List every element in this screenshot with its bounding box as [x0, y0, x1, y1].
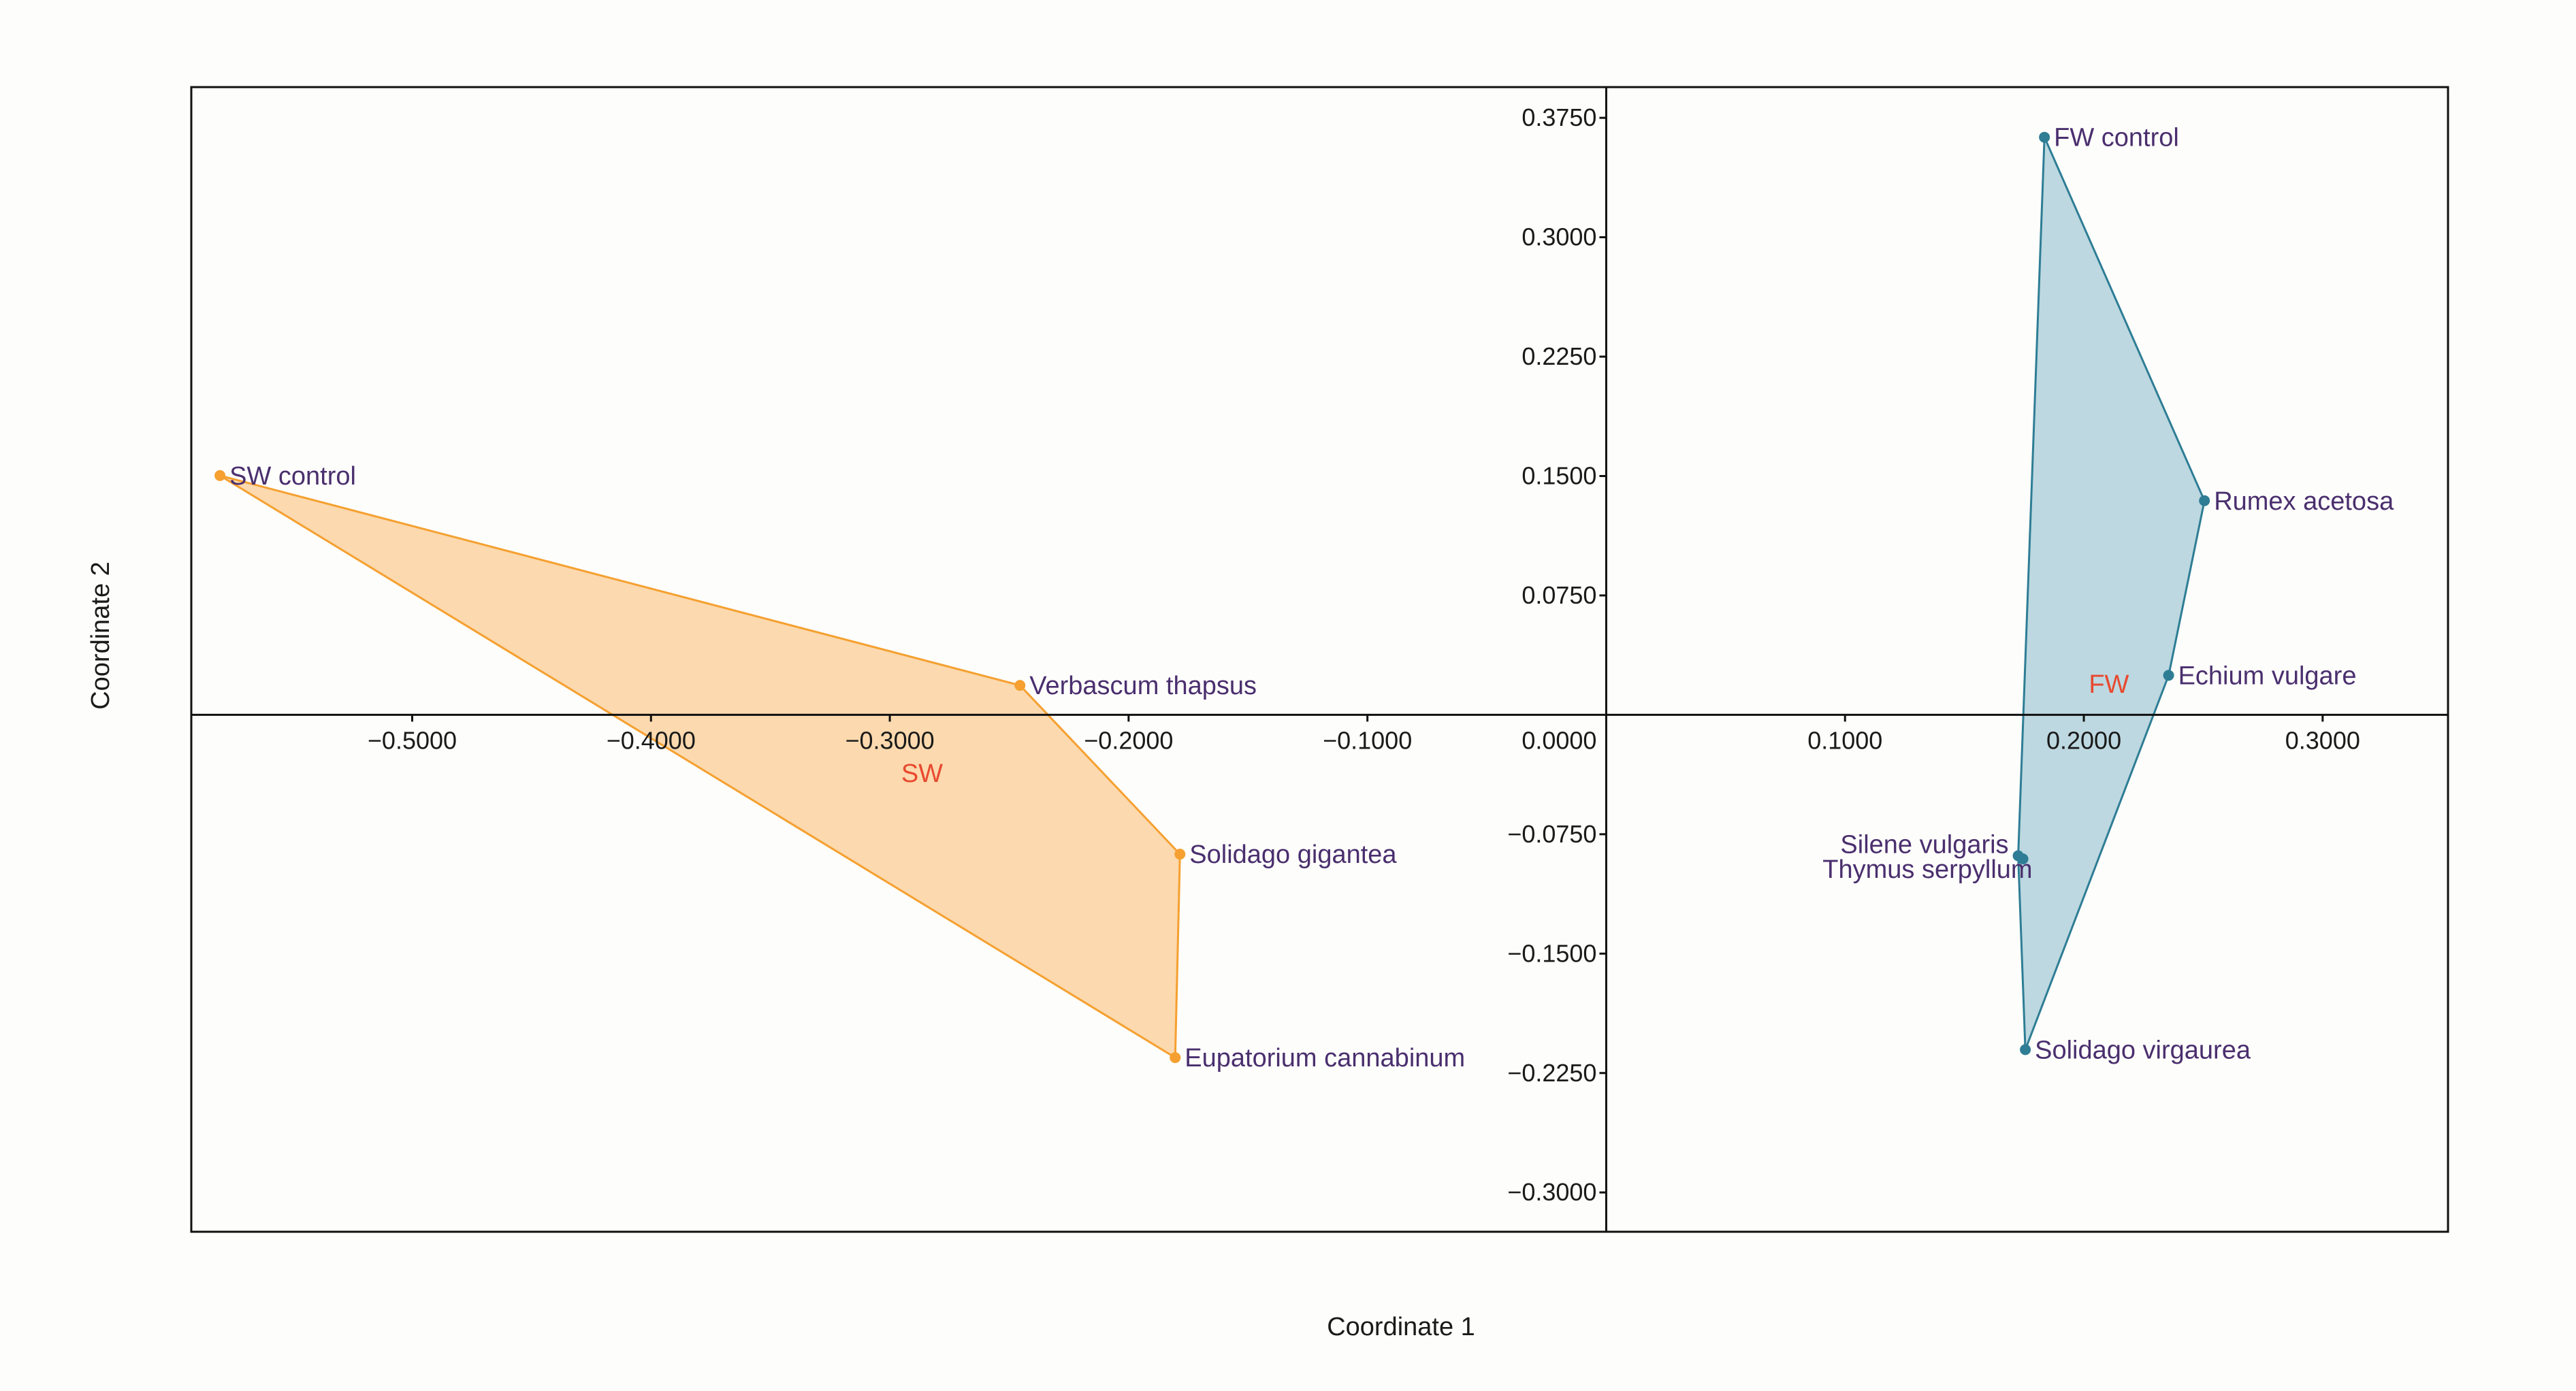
point-solidago-virgaurea: [2020, 1044, 2031, 1055]
point-label-sw-control: SW control: [229, 462, 356, 491]
point-label-fw-control: FW control: [2054, 124, 2179, 152]
point-label-rumex-acetosa: Rumex acetosa: [2214, 487, 2394, 516]
point-label-solidago-gigantea: Solidago gigantea: [1189, 840, 1397, 869]
x-tick-label: 0.3000: [2285, 726, 2360, 754]
y-tick-label: 0.3000: [1522, 223, 1596, 251]
y-axis-title: Coordinate 2: [86, 561, 115, 710]
point-eupatorium-cannabinum: [1170, 1052, 1181, 1064]
point-solidago-gigantea: [1174, 849, 1186, 860]
point-rumex-acetosa: [2199, 495, 2210, 506]
x-tick-label: −0.2000: [1084, 726, 1173, 754]
point-label-thymus-serpyllum: Thymus serpyllum: [1822, 855, 2032, 884]
x-axis-title: Coordinate 1: [1327, 1313, 1475, 1341]
x-tick-label: −0.3000: [846, 726, 935, 754]
point-label-echium-vulgare: Echium vulgare: [2178, 661, 2357, 690]
plot-frame: [190, 86, 2449, 1233]
x-tick-label: 0.2000: [2046, 726, 2121, 754]
y-tick-label: −0.2250: [1507, 1059, 1596, 1087]
x-tick-label: 0.1000: [1807, 726, 1882, 754]
group-label-sw: SW: [901, 759, 943, 788]
y-tick-label: 0.2250: [1522, 342, 1596, 370]
y-tick-label: 0.1500: [1522, 462, 1596, 490]
x-tick-label: −0.1000: [1323, 726, 1412, 754]
hull-fw: [2017, 136, 2206, 1051]
x-tick-label: −0.5000: [368, 726, 457, 754]
axes: −0.5000 −0.4000 −0.3000 −0.2000 −0.1000 0.100…: [190, 86, 2449, 1233]
y-tick-label: 0.0000: [1522, 726, 1596, 754]
y-tick-label: −0.0750: [1507, 820, 1596, 848]
group-label-fw: FW: [2089, 670, 2129, 699]
y-tick-label: 0.3750: [1522, 103, 1596, 131]
group-hulls: [219, 136, 2206, 1059]
point-label-eupatorium-cannabinum: Eupatorium cannabinum: [1185, 1044, 1465, 1073]
point-thymus-serpyllum: [2017, 853, 2029, 865]
point-sw-control: [214, 470, 226, 481]
point-echium-vulgare: [2163, 670, 2174, 681]
point-label-solidago-virgaurea: Solidago virgaurea: [2035, 1036, 2251, 1064]
y-tick-label: −0.1500: [1507, 939, 1596, 967]
point-fw-control: [2039, 131, 2050, 143]
point-label-verbascum-thapsus: Verbascum thapsus: [1029, 672, 1257, 700]
y-tick-label: −0.3000: [1507, 1178, 1596, 1206]
y-tick-label: 0.0750: [1522, 581, 1596, 609]
x-tick-label: −0.4000: [607, 726, 696, 754]
point-verbascum-thapsus: [1014, 680, 1026, 691]
point-label-silene-vulgaris: Silene vulgaris: [1840, 830, 2008, 859]
data-labels: SW control Verbascum thapsus Solidago giga…: [229, 124, 2394, 1073]
data-points: [214, 131, 2210, 1064]
